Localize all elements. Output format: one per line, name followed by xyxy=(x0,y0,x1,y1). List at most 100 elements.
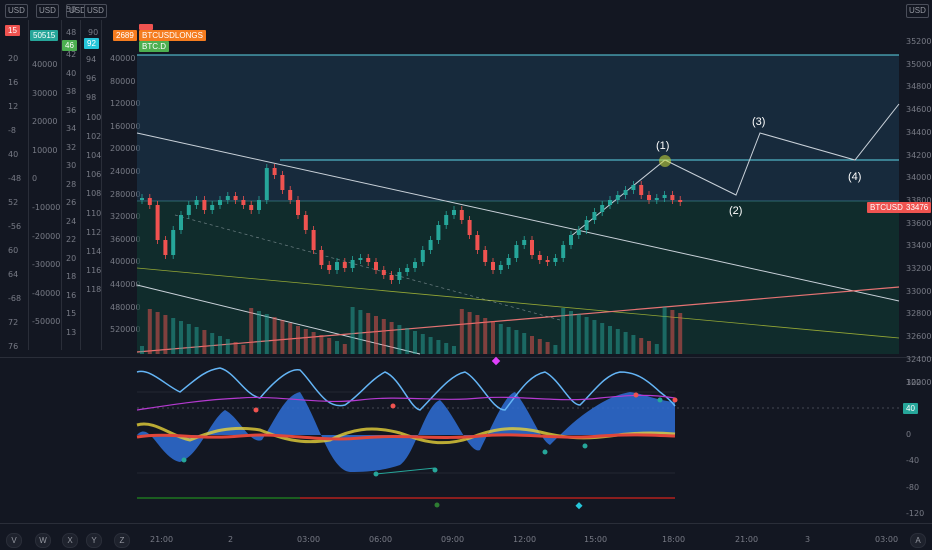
col3-tick: 15 xyxy=(66,309,77,318)
scale1-value-badge: 15 xyxy=(5,25,20,36)
price-tick: 32600 xyxy=(906,332,932,342)
col4-tick: 112 xyxy=(86,227,102,237)
col5-tick: 400000 xyxy=(110,257,141,267)
col3-tick: 34 xyxy=(66,124,77,133)
oscillator-pane xyxy=(136,356,899,510)
wave-projection xyxy=(569,103,900,238)
bottom-button[interactable]: V xyxy=(6,533,22,548)
col1-tick: -48 xyxy=(8,174,22,183)
bottom-button[interactable]: X xyxy=(62,533,78,548)
col2-tick: 30000 xyxy=(32,88,58,98)
col1-tick: -8 xyxy=(8,126,16,135)
col2-tick: 10000 xyxy=(32,145,58,155)
price-tick: 34000 xyxy=(906,173,932,183)
col2-tick: -40000 xyxy=(32,288,61,298)
descending-trendline xyxy=(136,132,900,302)
col3-tick: 40 xyxy=(66,68,77,78)
col5-tick: 360000 xyxy=(110,234,141,244)
col2-tick: -50000 xyxy=(32,317,61,327)
bottom-button[interactable]: W xyxy=(35,533,51,548)
time-tick: 09:00 xyxy=(441,535,465,544)
osc-tick: 100 xyxy=(906,378,922,387)
bottom-button[interactable]: Z xyxy=(114,533,130,548)
bottom-button[interactable]: A xyxy=(910,533,926,548)
volume-group xyxy=(140,307,683,354)
price-tick: 33600 xyxy=(906,218,932,228)
wave-label-2: (2) xyxy=(729,205,743,217)
wave-label-4: (4) xyxy=(848,171,862,183)
channel-line xyxy=(136,284,421,355)
scale-currency-button[interactable]: USD xyxy=(36,4,59,18)
scale3-top2: 48 xyxy=(66,28,77,37)
scale-currency-button[interactable]: USD xyxy=(5,4,28,18)
scale3-value-badge: 46 xyxy=(62,40,77,51)
last-price-tag: 33476 xyxy=(903,202,932,213)
col5-tick: 440000 xyxy=(110,280,141,289)
col4-tick: 100 xyxy=(86,112,102,122)
osc-light-blue-line xyxy=(136,367,676,411)
time-tick: 03:00 xyxy=(875,535,899,544)
bottom-button[interactable]: Y xyxy=(86,533,102,548)
longs-label-tag[interactable]: BTCUSDLONGS xyxy=(139,30,206,41)
col5-tick: 160000 xyxy=(110,121,141,131)
price-tick: 33800 xyxy=(906,195,932,205)
col2-tick: -30000 xyxy=(32,260,61,270)
time-tick: 15:00 xyxy=(584,535,608,544)
col3-tick: 28 xyxy=(66,179,77,189)
price-tick: 35000 xyxy=(906,59,932,69)
scale-currency-button[interactable]: USD xyxy=(84,4,107,18)
osc-blue-wave xyxy=(137,392,675,472)
wave1-marker xyxy=(659,155,671,167)
dominance-label-tag[interactable]: BTC.D xyxy=(139,41,169,52)
col3-tick: 20 xyxy=(66,253,77,263)
price-tick: 34400 xyxy=(906,127,932,137)
time-tick: 06:00 xyxy=(369,535,393,544)
col3-tick: 38 xyxy=(66,87,77,96)
col1-tick: 12 xyxy=(8,102,19,111)
scale3-top: 50 xyxy=(66,5,77,14)
col4-tick: 104 xyxy=(86,151,102,160)
price-tick: 32800 xyxy=(906,309,932,319)
col4-tick: 102 xyxy=(86,131,102,141)
col3-tick: 24 xyxy=(66,216,77,226)
col4-tick: 114 xyxy=(86,247,102,256)
col5-tick: 240000 xyxy=(110,167,141,176)
col5-tick: 280000 xyxy=(110,189,141,199)
osc-tick: -40 xyxy=(906,456,920,465)
price-tick: 33200 xyxy=(906,264,932,273)
price-tick: 33000 xyxy=(906,286,932,296)
col1-tick: 76 xyxy=(8,342,19,351)
signal-diamond xyxy=(491,356,501,366)
dashed-line xyxy=(174,214,561,321)
time-tick: 03:00 xyxy=(297,535,321,544)
col5-tick: 40000 xyxy=(110,54,136,63)
col4-tick: 116 xyxy=(86,266,102,276)
col3-tick: 36 xyxy=(66,105,77,115)
time-tick: 21:00 xyxy=(735,535,759,544)
col4-tick: 118 xyxy=(86,285,102,295)
time-tick: 3 xyxy=(805,535,811,544)
col1-tick: -56 xyxy=(8,222,22,231)
price-tick: 34800 xyxy=(906,82,932,92)
price-tick: 35200 xyxy=(906,37,932,46)
time-tick: 2 xyxy=(228,535,234,544)
lower-trendline xyxy=(136,267,900,339)
col4-tick: 108 xyxy=(86,189,102,199)
col5-tick: 200000 xyxy=(110,144,141,154)
support-zone xyxy=(137,201,899,354)
price-tick: 32200 xyxy=(906,377,932,387)
col3-tick: 16 xyxy=(66,290,77,300)
col1-tick: 20 xyxy=(8,54,19,63)
col4-tick: 110 xyxy=(86,208,102,218)
col5-tick: 320000 xyxy=(110,212,141,222)
scale4-value-badge: 92 xyxy=(84,38,99,49)
col2-tick: 40000 xyxy=(32,60,58,69)
col1-tick: 64 xyxy=(8,270,19,279)
col4-tick: 98 xyxy=(86,93,97,103)
col2-tick: -20000 xyxy=(32,231,61,241)
right-scale-currency-button[interactable]: USD xyxy=(906,4,929,18)
osc-purple-line xyxy=(136,394,676,411)
price-tick: 34200 xyxy=(906,150,932,160)
time-tick: 18:00 xyxy=(662,535,686,544)
